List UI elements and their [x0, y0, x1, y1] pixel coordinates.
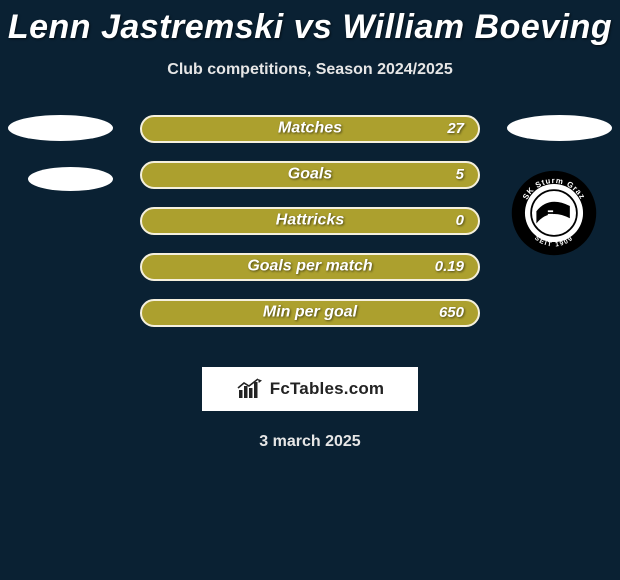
- stat-row-goals: Goals 5: [140, 161, 480, 189]
- stat-value: 5: [456, 166, 464, 183]
- branding-text: FcTables.com: [270, 379, 385, 399]
- stat-row-matches: Matches 27: [140, 115, 480, 143]
- subtitle: Club competitions, Season 2024/2025: [0, 61, 620, 79]
- stat-value: 650: [439, 304, 464, 321]
- player-right-shadow-top: [507, 115, 612, 141]
- page-title: Lenn Jastremski vs William Boeving: [0, 0, 620, 47]
- branding-box: FcTables.com: [202, 367, 418, 411]
- club-logo-right: SK Sturm Graz SEIT 1909: [510, 169, 598, 257]
- player-left-shadow-bottom: [28, 167, 113, 191]
- chart-icon: [236, 378, 264, 400]
- stat-row-goals-per-match: Goals per match 0.19: [140, 253, 480, 281]
- stat-label: Goals per match: [247, 258, 372, 276]
- stat-label: Goals: [288, 166, 332, 184]
- stats-area: SK Sturm Graz SEIT 1909 Matches 27 Goals…: [0, 115, 620, 347]
- stat-row-hattricks: Hattricks 0: [140, 207, 480, 235]
- footer-date: 3 march 2025: [0, 433, 620, 451]
- stat-label: Matches: [278, 120, 342, 138]
- stat-value: 0: [456, 212, 464, 229]
- stat-value: 0.19: [435, 258, 464, 275]
- stat-label: Min per goal: [263, 304, 357, 322]
- stat-row-min-per-goal: Min per goal 650: [140, 299, 480, 327]
- stat-value: 27: [447, 120, 464, 137]
- stat-label: Hattricks: [276, 212, 344, 230]
- player-left-shadow-top: [8, 115, 113, 141]
